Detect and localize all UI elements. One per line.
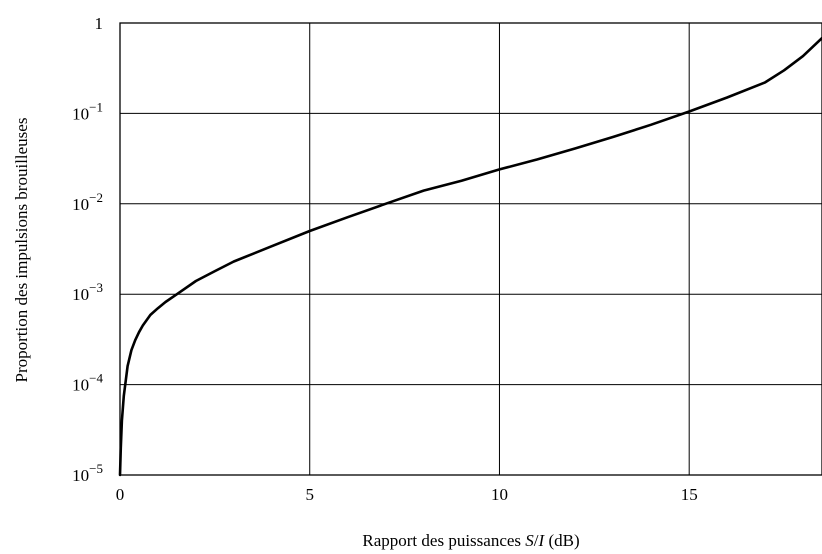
x-tick-label: 0 (116, 485, 125, 504)
x-tick-label: 5 (305, 485, 314, 504)
x-axis-label: Rapport des puissances S/I (dB) (362, 531, 579, 550)
x-tick-labels: 0 5 10 15 (116, 485, 698, 504)
y-tick-label: 1 (95, 14, 104, 33)
grid (120, 23, 822, 475)
y-tick-label: 10−5 (72, 461, 103, 485)
y-tick-label: 10−1 (72, 99, 103, 123)
y-tick-label: 10−3 (72, 280, 103, 304)
x-tick-label: 15 (681, 485, 698, 504)
plot-frame (119, 22, 822, 476)
series-line (118, 36, 822, 477)
x-tick-label: 10 (491, 485, 508, 504)
y-tick-labels: 1 10−1 10−2 10−3 10−4 10−5 (72, 14, 103, 485)
y-axis-label: Proportion des impulsions brouilleuses (12, 118, 31, 383)
y-tick-label: 10−4 (72, 371, 103, 395)
y-tick-label: 10−2 (72, 190, 103, 214)
